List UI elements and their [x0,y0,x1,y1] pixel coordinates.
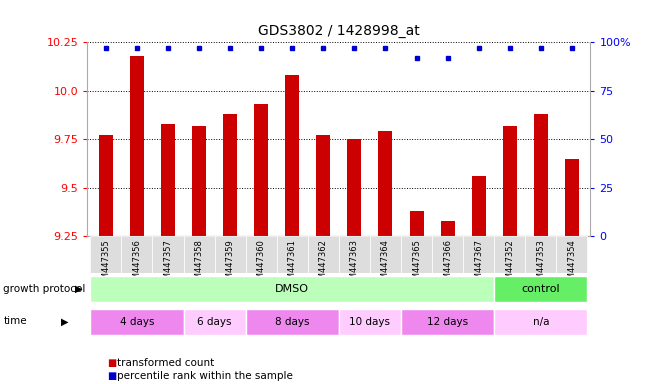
Bar [246,309,339,334]
Text: GSM447366: GSM447366 [443,239,452,290]
Text: GSM447363: GSM447363 [350,239,359,290]
Bar [409,211,423,236]
Bar [432,236,463,273]
Text: 12 days: 12 days [427,316,468,327]
Bar [525,236,556,273]
Bar [316,135,330,236]
Bar [472,176,486,236]
Bar [285,75,299,236]
Text: GSM447362: GSM447362 [319,239,328,290]
Bar [254,104,268,236]
Text: GSM447352: GSM447352 [505,239,514,290]
Text: ▶: ▶ [61,316,69,326]
Text: GSM447358: GSM447358 [195,239,203,290]
Text: GSM447361: GSM447361 [288,239,297,290]
Bar [91,309,184,334]
Text: ▶: ▶ [75,284,83,294]
Text: 10 days: 10 days [350,316,391,327]
Bar [401,236,432,273]
Bar [192,126,206,236]
Bar [441,221,454,236]
Title: GDS3802 / 1428998_at: GDS3802 / 1428998_at [258,25,420,38]
Bar [99,135,113,236]
Bar [534,114,548,236]
Text: control: control [521,284,560,294]
Text: GSM447364: GSM447364 [381,239,390,290]
Bar [91,276,494,302]
Text: growth protocol: growth protocol [3,284,86,294]
Bar [308,236,339,273]
Text: GSM447367: GSM447367 [474,239,483,290]
Bar [91,236,121,273]
Text: DMSO: DMSO [275,284,309,294]
Bar [565,159,579,236]
Bar [184,236,215,273]
Text: GSM447354: GSM447354 [568,239,576,290]
Text: transformed count: transformed count [117,358,215,368]
Bar [339,309,401,334]
Bar [556,236,587,273]
Bar [161,124,175,236]
Bar [246,236,276,273]
Text: GSM447360: GSM447360 [257,239,266,290]
Bar [401,309,494,334]
Bar [215,236,246,273]
Bar [494,236,525,273]
Bar [378,131,393,236]
Bar [494,309,587,334]
Bar [494,276,587,302]
Bar [348,139,362,236]
Text: GSM447359: GSM447359 [225,239,235,290]
Text: GSM447356: GSM447356 [132,239,142,290]
Bar [463,236,494,273]
Text: n/a: n/a [533,316,549,327]
Bar [152,236,184,273]
Bar [503,126,517,236]
Text: time: time [3,316,27,326]
Text: GSM447355: GSM447355 [101,239,110,290]
Bar [223,114,237,236]
Bar [339,236,370,273]
Bar [370,236,401,273]
Bar [184,309,246,334]
Bar [276,236,308,273]
Text: GSM447353: GSM447353 [536,239,546,290]
Text: ■: ■ [107,358,117,368]
Text: GSM447365: GSM447365 [412,239,421,290]
Text: 6 days: 6 days [197,316,232,327]
Text: GSM447357: GSM447357 [164,239,172,290]
Text: 8 days: 8 days [275,316,309,327]
Text: 4 days: 4 days [119,316,154,327]
Text: ■: ■ [107,371,117,381]
Text: percentile rank within the sample: percentile rank within the sample [117,371,293,381]
Bar [121,236,152,273]
Bar [130,56,144,236]
